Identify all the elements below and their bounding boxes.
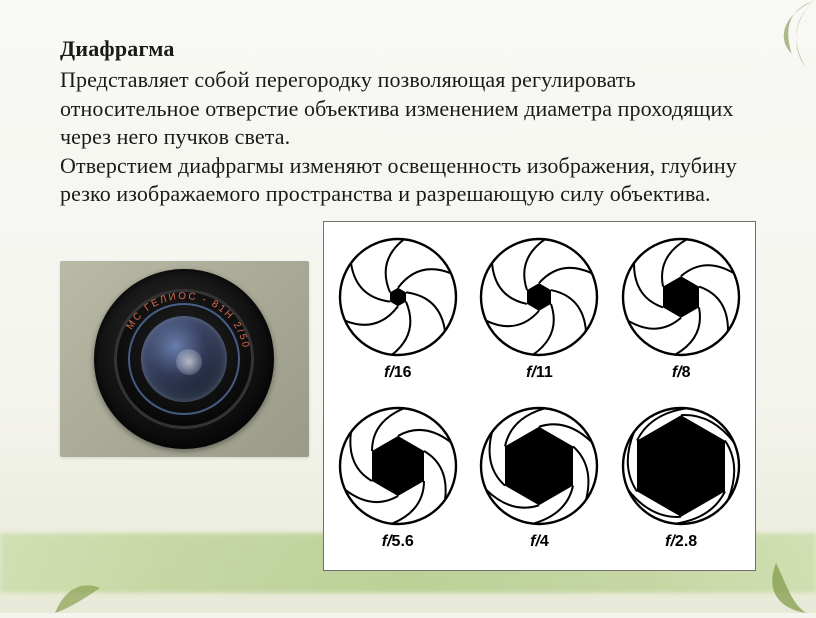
lens-photo: МС ГЕЛИОС - 81Н 2/50 [60,261,309,457]
images-row: МС ГЕЛИОС - 81Н 2/50 f/16 f/11 f/8 f/5.6… [60,221,756,571]
aperture-icon [333,232,463,362]
aperture-cell: f/8 [613,232,749,397]
aperture-icon [474,401,604,531]
aperture-icon [616,401,746,531]
aperture-label: f/2.8 [665,533,697,551]
content-area: Диафрагма Представляет собой перегородку… [0,0,816,591]
aperture-cell: f/16 [330,232,466,397]
aperture-cell: f/11 [472,232,608,397]
aperture-cell: f/4 [472,401,608,566]
paragraph-2: Отверстием диафрагмы изменяют освещеннос… [60,152,756,209]
aperture-label: f/11 [526,364,553,382]
svg-text:МС ГЕЛИОС - 81Н 2/50: МС ГЕЛИОС - 81Н 2/50 [125,291,252,350]
aperture-cell: f/5.6 [330,401,466,566]
aperture-icon [474,232,604,362]
heading-title: Диафрагма [60,36,756,62]
aperture-label: f/5.6 [382,533,414,551]
aperture-label: f/4 [530,533,549,551]
aperture-label: f/16 [384,364,412,382]
aperture-diagram-panel: f/16 f/11 f/8 f/5.6 f/4 f/2.8 [323,221,756,571]
aperture-icon [616,232,746,362]
aperture-cell: f/2.8 [613,401,749,566]
aperture-icon [333,401,463,531]
paragraph-1: Представляет собой перегородку позволяющ… [60,66,756,152]
aperture-label: f/8 [672,364,691,382]
